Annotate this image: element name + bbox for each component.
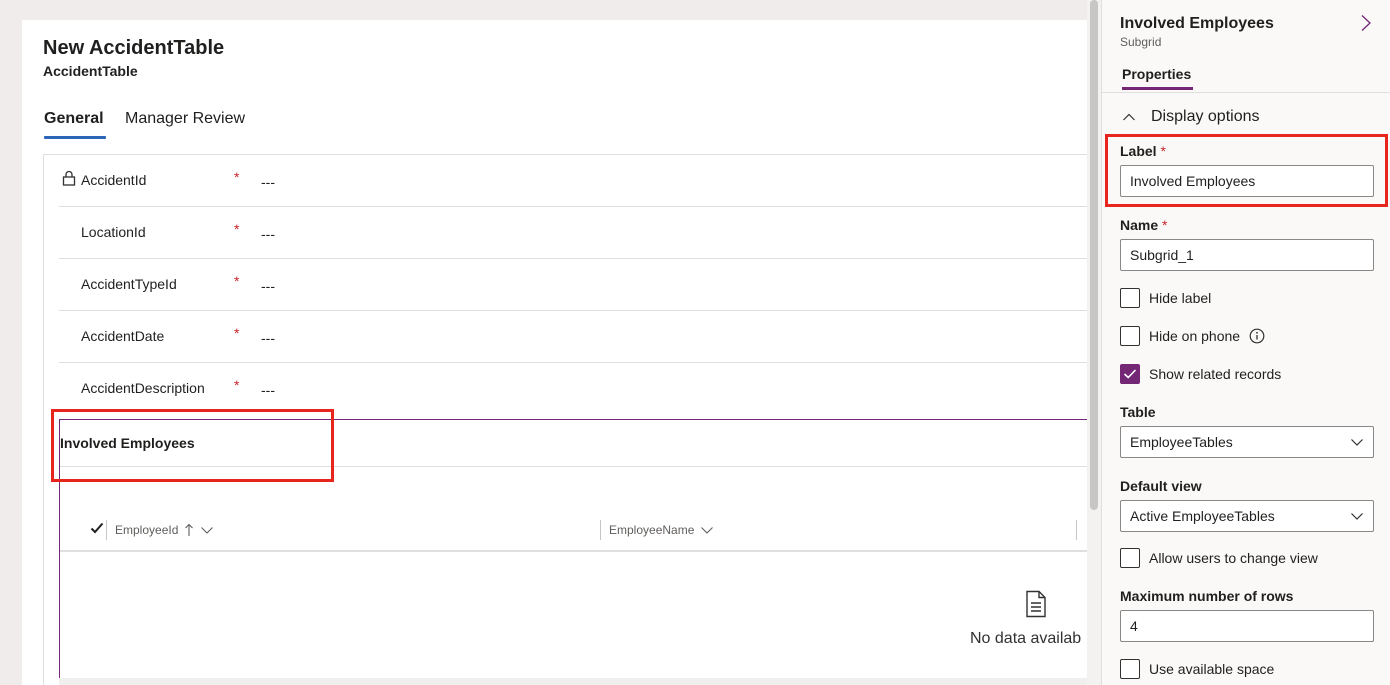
label-input[interactable]: Involved Employees — [1120, 165, 1374, 197]
form-subtitle: AccidentTable — [43, 63, 138, 79]
field-label: AccidentId — [81, 172, 147, 188]
checkmark-icon — [1123, 369, 1137, 379]
field-value: --- — [261, 174, 275, 190]
column-header-employee-id[interactable]: EmployeeId — [115, 523, 214, 537]
chevron-right-icon[interactable] — [1359, 14, 1373, 32]
required-marker: * — [234, 325, 240, 341]
select-value: Active EmployeeTables — [1130, 508, 1275, 524]
field-value: --- — [261, 278, 275, 294]
label-text: Name — [1120, 217, 1159, 233]
checkbox[interactable] — [1120, 659, 1140, 679]
select-value: EmployeeTables — [1130, 434, 1233, 450]
field-location-id[interactable]: LocationId * --- — [59, 207, 1087, 259]
default-view-select[interactable]: Active EmployeeTables — [1120, 500, 1374, 532]
column-header-employee-name[interactable]: EmployeeName — [609, 523, 714, 537]
required-marker: * — [234, 273, 240, 289]
required-marker: * — [234, 377, 240, 393]
max-rows-input[interactable]: 4 — [1120, 610, 1374, 642]
checkbox-label: Show related records — [1149, 366, 1282, 382]
default-view-label: Default view — [1120, 478, 1202, 494]
divider — [1102, 92, 1390, 93]
field-label: LocationId — [81, 224, 146, 240]
name-field-label: Name * — [1120, 217, 1167, 233]
field-value: --- — [261, 330, 275, 346]
hide-label-checkbox[interactable]: Hide label — [1120, 288, 1211, 308]
checkbox[interactable] — [1120, 288, 1140, 308]
checkbox-label: Allow users to change view — [1149, 550, 1318, 566]
column-divider — [1076, 520, 1077, 540]
field-accident-id[interactable]: AccidentId * --- — [59, 155, 1087, 207]
panel-subtitle: Subgrid — [1120, 35, 1162, 49]
lock-icon — [62, 170, 76, 186]
column-header-label: EmployeeName — [609, 523, 695, 537]
show-related-records-checkbox[interactable]: Show related records — [1120, 364, 1281, 384]
field-value: --- — [261, 226, 275, 242]
hide-on-phone-checkbox[interactable]: Hide on phone — [1120, 326, 1265, 346]
form-title: New AccidentTable — [43, 37, 225, 59]
checkbox-checked[interactable] — [1120, 364, 1140, 384]
label-field-label: Label * — [1120, 143, 1166, 159]
table-select[interactable]: EmployeeTables — [1120, 426, 1374, 458]
tab-manager-review[interactable]: Manager Review — [125, 110, 246, 127]
field-label: AccidentDescription — [81, 380, 205, 396]
scrollbar-thumb[interactable] — [1090, 0, 1098, 510]
allow-change-view-checkbox[interactable]: Allow users to change view — [1120, 548, 1318, 568]
checkbox-label: Use available space — [1149, 661, 1275, 677]
divider — [60, 466, 1087, 467]
chevron-down-icon — [701, 527, 714, 534]
column-header-label: EmployeeId — [115, 523, 179, 537]
checkbox[interactable] — [1120, 548, 1140, 568]
use-available-space-checkbox[interactable]: Use available space — [1120, 659, 1274, 679]
form-canvas: New AccidentTable AccidentTable General … — [22, 20, 1087, 685]
tab-general[interactable]: General — [44, 110, 106, 139]
subgrid-title: Involved Employees — [60, 435, 195, 451]
field-label: AccidentTypeId — [81, 276, 177, 292]
properties-panel: Involved Employees Subgrid Properties Di… — [1101, 0, 1390, 685]
field-accident-type-id[interactable]: AccidentTypeId * --- — [59, 259, 1087, 311]
field-value: --- — [261, 382, 275, 398]
display-options-toggle[interactable]: Display options — [1122, 108, 1260, 126]
required-marker: * — [234, 169, 240, 185]
panel-title: Involved Employees — [1120, 15, 1274, 32]
checkbox[interactable] — [1120, 326, 1140, 346]
required-marker: * — [1162, 217, 1168, 233]
chevron-down-icon — [1351, 513, 1363, 520]
field-accident-date[interactable]: AccidentDate * --- — [59, 311, 1087, 363]
label-text: Label — [1120, 143, 1157, 159]
subgrid-involved-employees[interactable]: Involved Employees EmployeeId — [59, 419, 1087, 685]
checkbox-label: Hide on phone — [1149, 328, 1241, 344]
column-divider — [600, 520, 601, 540]
sort-ascending-icon — [185, 523, 194, 536]
chevron-down-icon — [201, 527, 214, 534]
subgrid-footer — [59, 678, 1087, 685]
table-field-label: Table — [1120, 404, 1156, 420]
max-rows-label: Maximum number of rows — [1120, 588, 1294, 604]
empty-state-text: No data availab — [970, 630, 1082, 647]
document-icon — [1026, 590, 1046, 618]
tab-properties[interactable]: Properties — [1122, 66, 1194, 90]
checkbox-label: Hide label — [1149, 290, 1212, 306]
name-input[interactable]: Subgrid_1 — [1120, 239, 1374, 271]
info-icon[interactable] — [1249, 328, 1265, 344]
field-label: AccidentDate — [81, 328, 165, 344]
chevron-down-icon — [1351, 439, 1363, 446]
chevron-up-icon — [1123, 113, 1135, 121]
grid-header: EmployeeId EmployeeName — [60, 506, 1087, 552]
column-divider — [106, 520, 107, 540]
general-section: AccidentId * --- LocationId * --- Accide… — [43, 154, 1087, 685]
section-title: Display options — [1151, 108, 1260, 125]
required-marker: * — [1160, 143, 1166, 159]
canvas-scrollbar[interactable] — [1087, 0, 1101, 685]
required-marker: * — [234, 221, 240, 237]
field-accident-description[interactable]: AccidentDescription * --- — [59, 363, 1087, 415]
select-all-check-icon[interactable] — [90, 521, 104, 535]
